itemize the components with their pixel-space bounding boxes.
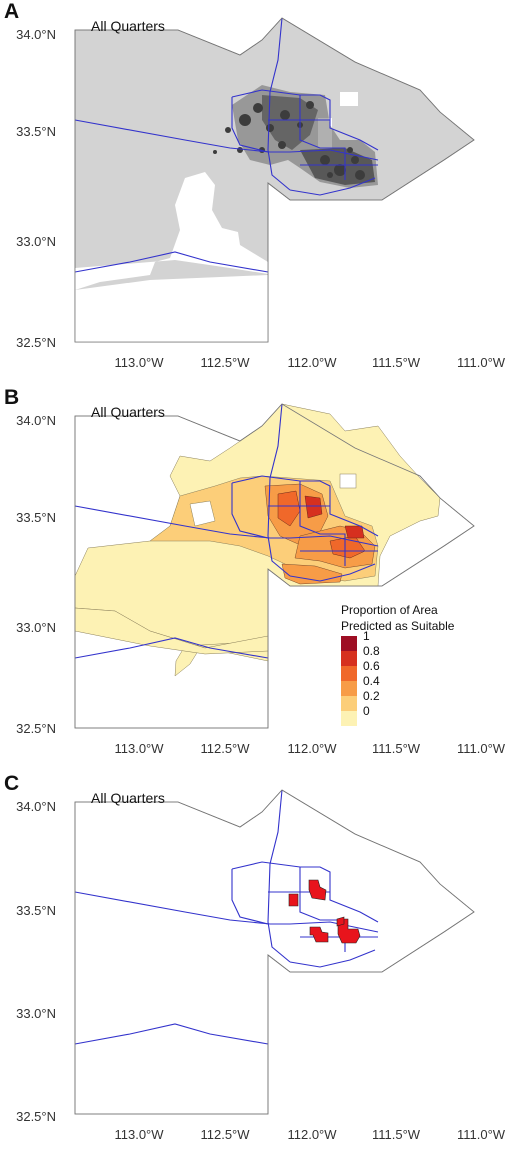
lat-label: 33.0°N (16, 234, 56, 249)
lon-label: 111.0°W (456, 355, 505, 370)
legend-item: 0.2 (341, 689, 454, 711)
suitable-areas (288, 879, 361, 944)
map-legend: Proportion of Area Predicted as Suitable… (341, 604, 454, 726)
lat-label: 32.5°N (16, 335, 56, 350)
lon-label: 113.0°W (114, 1127, 164, 1142)
lat-label: 33.5°N (16, 510, 56, 525)
tract-hole (339, 473, 357, 489)
legend-title-line2: Predicted as Suitable (341, 619, 455, 633)
lon-label: 111.0°W (456, 741, 505, 756)
lon-label: 111.5°W (371, 741, 421, 756)
map-c-svg (74, 789, 475, 1115)
lat-label: 32.5°N (16, 1109, 56, 1124)
legend-swatch (341, 666, 357, 681)
legend-item: 0.6 (341, 659, 454, 681)
legend-swatch (341, 636, 357, 651)
panel-title: All Quarters (91, 404, 165, 420)
white-patch-2 (318, 118, 332, 148)
panel-letter: C (4, 772, 20, 795)
urban-cluster (213, 85, 378, 188)
tract-dark-4 (344, 525, 365, 539)
legend-swatch (341, 711, 357, 726)
panel-letter: A (4, 0, 20, 23)
lon-label: 112.5°W (200, 1127, 250, 1142)
tract-hole (189, 500, 216, 527)
suitable-area (288, 893, 299, 907)
map-b-svg (74, 403, 475, 729)
lon-label: 112.0°W (287, 355, 337, 370)
panel-letter: B (4, 386, 20, 409)
legend-item: 0.4 (341, 674, 454, 696)
legend-title-line1: Proportion of Area (341, 603, 438, 617)
white-area-2 (75, 275, 268, 342)
legend-label: 1 (363, 629, 370, 643)
county-border (74, 789, 475, 1115)
lat-label: 33.5°N (16, 124, 56, 139)
legend-swatch (341, 651, 357, 666)
legend-item: 0.8 (341, 644, 454, 666)
lon-label: 112.0°W (287, 741, 337, 756)
legend-label: 0.6 (363, 659, 380, 673)
lon-label: 113.0°W (114, 355, 164, 370)
lat-label: 33.0°N (16, 620, 56, 635)
county-outline (74, 17, 475, 343)
legend-label: 0.8 (363, 644, 380, 658)
lon-label: 112.5°W (200, 741, 250, 756)
legend-rows: 1 0.8 0.6 0.4 0.2 0 (341, 629, 454, 726)
map-panel-a: A All Quarters 34.0°N 33.5°N 33.0°N 32.5… (0, 0, 505, 383)
lon-label: 111.0°W (456, 1127, 505, 1142)
lat-label: 34.0°N (16, 27, 56, 42)
lon-label: 111.5°W (371, 355, 421, 370)
county-border (74, 403, 475, 729)
map-a-svg (74, 17, 475, 343)
panel-title: All Quarters (91, 18, 165, 34)
lat-label: 34.0°N (16, 799, 56, 814)
tract-dark-2 (304, 495, 323, 519)
tract-dark (277, 490, 301, 527)
map-panel-b: B All Quarters 34.0°N 33.5°N 33.0°N 32.5… (0, 386, 505, 769)
suitable-area (309, 926, 329, 943)
roads (74, 789, 379, 1045)
legend-item: 0 (341, 704, 454, 726)
suitable-area (337, 918, 361, 944)
legend-label: 0.2 (363, 689, 380, 703)
lat-label: 34.0°N (16, 413, 56, 428)
white-area (75, 172, 268, 340)
lon-label: 113.0°W (114, 741, 164, 756)
map-panel-c: C All Quarters 34.0°N 33.5°N 33.0°N 32.5… (0, 772, 505, 1155)
suitable-area (308, 879, 327, 901)
legend-label: 0 (363, 704, 370, 718)
county-outline (74, 789, 475, 1115)
panel-title: All Quarters (91, 790, 165, 806)
roads (74, 403, 379, 659)
suitable-area (336, 916, 345, 927)
legend-swatch (341, 696, 357, 711)
legend-item: 1 (341, 629, 454, 651)
lat-label: 32.5°N (16, 721, 56, 736)
lon-label: 111.5°W (371, 1127, 421, 1142)
roads (74, 17, 379, 273)
white-patch (340, 92, 358, 106)
lon-label: 112.0°W (287, 1127, 337, 1142)
lon-label: 112.5°W (200, 355, 250, 370)
lat-label: 33.5°N (16, 903, 56, 918)
lat-label: 33.0°N (16, 1006, 56, 1021)
legend-label: 0.4 (363, 674, 380, 688)
legend-swatch (341, 681, 357, 696)
